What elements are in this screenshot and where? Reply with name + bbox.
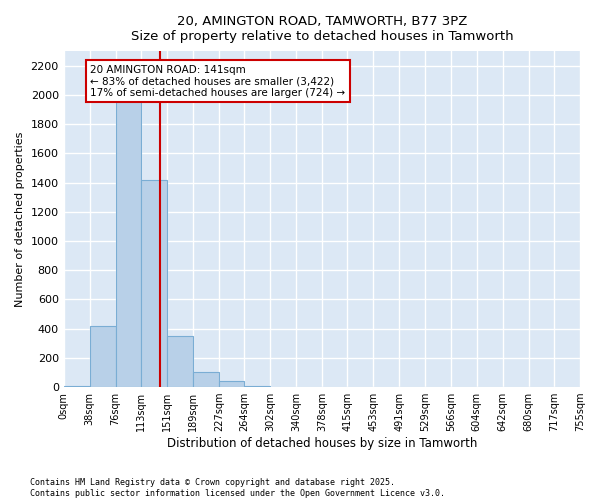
Bar	[219, 381, 244, 387]
Bar	[141, 180, 167, 387]
X-axis label: Distribution of detached houses by size in Tamworth: Distribution of detached houses by size …	[167, 437, 477, 450]
Title: 20, AMINGTON ROAD, TAMWORTH, B77 3PZ
Size of property relative to detached house: 20, AMINGTON ROAD, TAMWORTH, B77 3PZ Siz…	[131, 15, 513, 43]
Bar	[244, 386, 270, 387]
Bar	[116, 95, 141, 387]
Text: 20 AMINGTON ROAD: 141sqm
← 83% of detached houses are smaller (3,422)
17% of sem: 20 AMINGTON ROAD: 141sqm ← 83% of detach…	[91, 64, 346, 98]
Bar	[89, 326, 116, 387]
Bar	[167, 336, 193, 387]
Y-axis label: Number of detached properties: Number of detached properties	[15, 132, 25, 307]
Bar	[64, 386, 89, 387]
Text: Contains HM Land Registry data © Crown copyright and database right 2025.
Contai: Contains HM Land Registry data © Crown c…	[30, 478, 445, 498]
Bar	[193, 372, 219, 387]
